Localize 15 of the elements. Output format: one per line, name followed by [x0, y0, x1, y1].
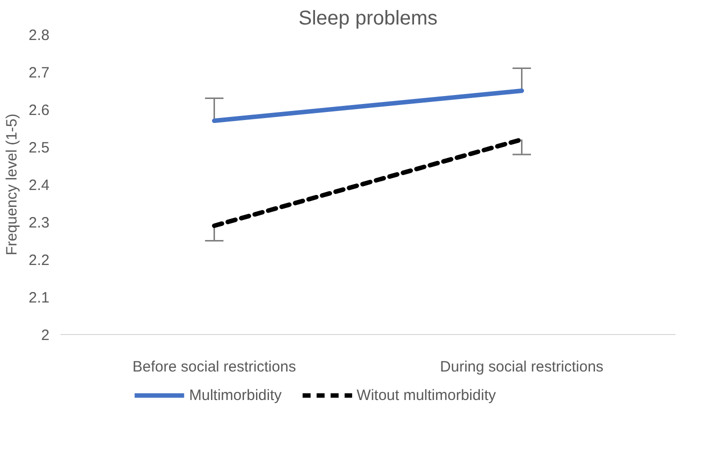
y-tick-label: 2.2: [28, 252, 50, 269]
y-tick-label: 2: [41, 327, 50, 344]
y-tick-label: 2.5: [28, 140, 50, 156]
y-tick-label: 2.8: [28, 27, 50, 44]
x-tick-label: During social restrictions: [440, 358, 604, 376]
y-tick-label: 2.3: [28, 214, 50, 232]
y-tick-label: 2.6: [28, 102, 50, 119]
y-tick-label: 2.7: [28, 64, 50, 82]
legend-label: Multimorbidity: [189, 386, 282, 404]
y-tick-label: 2.1: [28, 290, 50, 306]
y-axis-title: Frequency level (1-5): [4, 114, 21, 256]
x-tick-label: Before social restrictions: [132, 358, 296, 376]
y-tick-label: 2.4: [28, 177, 50, 194]
chart-title: Sleep problems: [298, 8, 438, 30]
legend-label: Witout multimorbidity: [356, 386, 496, 404]
